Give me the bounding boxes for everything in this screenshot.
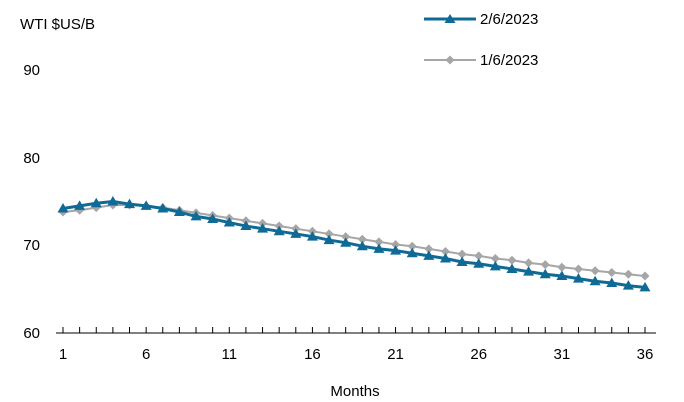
data-point-diamond <box>324 229 334 239</box>
data-point-triangle <box>423 250 435 260</box>
x-tick-label: 36 <box>637 346 654 363</box>
data-point-diamond <box>540 260 550 270</box>
data-point-triangle <box>107 196 119 206</box>
y-tick-labels: 60 70 80 90 <box>23 62 40 342</box>
data-point-triangle <box>306 231 318 241</box>
legend-triangle-marker <box>444 14 456 23</box>
data-point-triangle <box>572 273 584 283</box>
data-point-triangle <box>589 275 601 286</box>
series-line <box>62 200 646 289</box>
data-point-triangle <box>173 206 185 217</box>
y-tick-label: 90 <box>23 62 40 79</box>
data-point-triangle <box>240 220 252 231</box>
data-point-triangle <box>157 203 169 213</box>
data-point-diamond <box>407 241 417 251</box>
data-point-triangle <box>356 240 368 251</box>
legend-diamond-marker <box>445 55 455 65</box>
x-tick-label: 6 <box>142 346 150 363</box>
x-tick-label: 11 <box>221 346 237 363</box>
data-point-triangle <box>273 225 285 236</box>
data-point-diamond <box>640 271 650 281</box>
data-point-diamond <box>607 268 617 278</box>
x-tick-label: 21 <box>387 346 404 363</box>
data-point-diamond <box>623 269 633 279</box>
data-point-diamond <box>357 234 367 244</box>
data-point-diamond <box>524 258 534 268</box>
data-point-triangle <box>606 277 618 288</box>
y-tick-label: 80 <box>23 150 40 167</box>
data-point-triangle <box>57 203 69 213</box>
data-point-triangle <box>523 266 535 276</box>
x-axis-label: Months <box>330 383 379 400</box>
data-point-triangle <box>456 256 468 266</box>
data-point-diamond <box>573 264 583 274</box>
legend-item-series-2: 1/6/2023 <box>424 52 538 69</box>
data-point-triangle <box>190 210 202 221</box>
data-point-diamond <box>391 239 401 249</box>
series-layer <box>57 196 651 292</box>
data-point-diamond <box>424 244 434 254</box>
data-point-triangle <box>406 247 418 258</box>
x-tick-label: 26 <box>470 346 487 363</box>
data-point-triangle <box>74 200 86 210</box>
data-point-triangle <box>340 237 352 247</box>
data-point-triangle <box>140 200 152 210</box>
data-point-triangle <box>323 234 335 245</box>
data-point-triangle <box>489 260 501 271</box>
data-point-diamond <box>474 251 484 261</box>
data-point-diamond <box>374 237 384 247</box>
data-point-triangle <box>473 258 485 268</box>
data-point-triangle <box>124 198 136 209</box>
y-tick-label: 70 <box>23 237 40 254</box>
series-2 <box>58 200 650 281</box>
data-point-triangle <box>373 243 385 253</box>
data-point-diamond <box>590 266 600 276</box>
y-axis-label: WTI $US/B <box>20 16 95 33</box>
x-axis-ticks <box>62 327 646 333</box>
legend-label: 1/6/2023 <box>480 52 538 69</box>
legend-item-series-1: 2/6/2023 <box>424 11 538 28</box>
data-point-diamond <box>341 232 351 242</box>
data-point-triangle <box>257 223 269 233</box>
data-point-triangle <box>622 280 634 290</box>
data-point-diamond <box>557 262 567 272</box>
data-point-triangle <box>90 197 102 208</box>
data-point-triangle <box>556 270 568 281</box>
legend: 2/6/2023 1/6/2023 <box>424 11 538 69</box>
series-line <box>62 204 646 278</box>
data-point-triangle <box>223 217 235 227</box>
data-point-triangle <box>639 281 651 292</box>
x-tick-label: 1 <box>59 346 67 363</box>
x-tick-label: 31 <box>554 346 571 363</box>
data-point-diamond <box>490 253 500 263</box>
data-point-triangle <box>290 228 302 238</box>
data-point-diamond <box>440 246 450 256</box>
data-point-triangle <box>390 245 402 255</box>
x-tick-labels: 1 6 11 16 21 26 31 36 <box>59 346 654 363</box>
series-1 <box>57 196 651 292</box>
data-point-triangle <box>439 252 451 263</box>
x-tick-label: 16 <box>304 346 321 363</box>
data-point-diamond <box>457 249 467 259</box>
data-point-triangle <box>207 213 219 224</box>
data-point-triangle <box>539 268 551 279</box>
data-point-diamond <box>507 255 517 265</box>
data-point-triangle <box>506 263 518 274</box>
y-tick-label: 60 <box>23 325 40 342</box>
legend-label: 2/6/2023 <box>480 11 538 28</box>
